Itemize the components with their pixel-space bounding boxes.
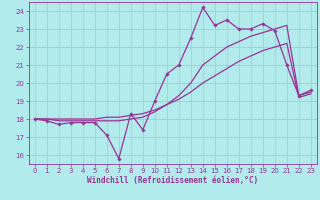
X-axis label: Windchill (Refroidissement éolien,°C): Windchill (Refroidissement éolien,°C) (87, 176, 258, 185)
